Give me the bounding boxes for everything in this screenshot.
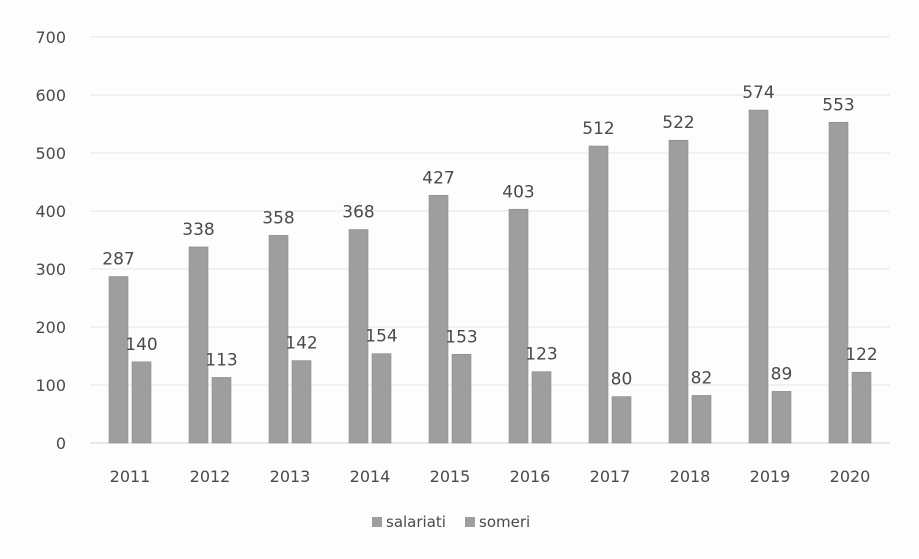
x-tick-label: 2014 xyxy=(350,467,391,486)
bar-someri-2013 xyxy=(291,360,312,444)
y-tick-label: 600 xyxy=(35,86,66,105)
x-axis-ticks: 2011 2012 2013 2014 2015 2016 2017 2018 2019 2020 xyxy=(110,467,871,486)
y-tick-label: 700 xyxy=(35,28,66,47)
bar-salariati-2014 xyxy=(348,229,369,444)
bar-salariati-2019 xyxy=(748,109,769,444)
bar-salariati-2015 xyxy=(428,195,449,444)
bar-salariati-2012 xyxy=(188,246,209,444)
bar-salariati-2013 xyxy=(268,235,289,444)
legend: salariati someri xyxy=(372,513,530,531)
y-axis-ticks: 0 100 200 300 400 500 600 700 xyxy=(35,28,66,453)
bar-salariati-2017 xyxy=(588,145,609,444)
data-label-someri-2015: 153 xyxy=(445,327,477,347)
x-tick-label: 2016 xyxy=(510,467,551,486)
legend-swatch-salariati xyxy=(372,517,382,527)
data-label-salariati-2020: 553 xyxy=(822,95,854,115)
data-label-salariati-2015: 427 xyxy=(422,168,454,188)
bar-someri-2011 xyxy=(131,361,152,444)
data-label-salariati-2017: 512 xyxy=(582,119,614,139)
bar-someri-2019 xyxy=(771,391,792,444)
data-label-salariati-2014: 368 xyxy=(342,203,374,223)
data-label-someri-2013: 142 xyxy=(285,334,317,354)
data-label-someri-2019: 89 xyxy=(771,364,793,384)
y-tick-label: 500 xyxy=(35,144,66,163)
y-tick-label: 400 xyxy=(35,202,66,221)
bar-salariati-2018 xyxy=(668,139,689,444)
x-tick-label: 2012 xyxy=(190,467,231,486)
legend-label-salariati: salariati xyxy=(386,513,446,531)
data-label-salariati-2016: 403 xyxy=(502,182,534,202)
x-tick-label: 2013 xyxy=(270,467,311,486)
data-label-salariati-2018: 522 xyxy=(662,113,694,133)
x-tick-label: 2017 xyxy=(590,467,631,486)
y-tick-label: 0 xyxy=(56,434,66,453)
x-tick-label: 2015 xyxy=(430,467,471,486)
bar-someri-2012 xyxy=(211,377,232,444)
data-label-someri-2011: 140 xyxy=(125,335,157,355)
bar-salariati-2020 xyxy=(828,121,849,444)
data-label-salariati-2019: 574 xyxy=(742,83,774,103)
x-tick-label: 2011 xyxy=(110,467,151,486)
legend-swatch-someri xyxy=(465,517,475,527)
data-label-salariati-2012: 338 xyxy=(182,220,214,240)
bar-someri-2016 xyxy=(531,371,552,444)
bar-salariati-2016 xyxy=(508,208,529,444)
data-labels: 287 140 338 113 358 142 368 154 427 153 403 123 512 8… xyxy=(102,83,877,390)
legend-label-someri: someri xyxy=(479,513,530,531)
bar-someri-2018 xyxy=(691,395,712,444)
data-label-someri-2020: 122 xyxy=(845,345,877,365)
data-label-salariati-2013: 358 xyxy=(262,208,294,228)
y-tick-label: 200 xyxy=(35,318,66,337)
bar-someri-2014 xyxy=(371,353,392,444)
y-tick-label: 300 xyxy=(35,260,66,279)
bar-someri-2015 xyxy=(451,353,472,444)
bars xyxy=(108,109,872,444)
bar-someri-2020 xyxy=(851,371,872,444)
y-tick-label: 100 xyxy=(35,376,66,395)
data-label-someri-2014: 154 xyxy=(365,327,397,347)
x-tick-label: 2018 xyxy=(670,467,711,486)
data-label-someri-2016: 123 xyxy=(525,345,557,365)
bar-salariati-2011 xyxy=(108,276,129,444)
data-label-someri-2012: 113 xyxy=(205,350,237,370)
x-tick-label: 2020 xyxy=(830,467,871,486)
data-label-someri-2017: 80 xyxy=(611,370,633,390)
data-label-someri-2018: 82 xyxy=(691,368,713,388)
x-tick-label: 2019 xyxy=(750,467,791,486)
data-label-salariati-2011: 287 xyxy=(102,250,134,270)
bar-someri-2017 xyxy=(611,396,632,444)
